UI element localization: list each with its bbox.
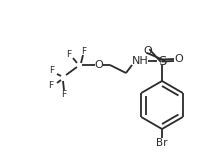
Text: F: F xyxy=(48,80,54,89)
Text: F: F xyxy=(61,89,67,99)
Text: O: O xyxy=(175,54,183,64)
Text: O: O xyxy=(95,60,103,70)
Text: O: O xyxy=(144,46,152,56)
Text: F: F xyxy=(66,49,71,59)
Text: F: F xyxy=(82,47,86,56)
Text: Br: Br xyxy=(156,138,168,148)
Text: NH: NH xyxy=(132,56,148,66)
Text: F: F xyxy=(49,65,55,75)
Text: S: S xyxy=(158,55,166,68)
